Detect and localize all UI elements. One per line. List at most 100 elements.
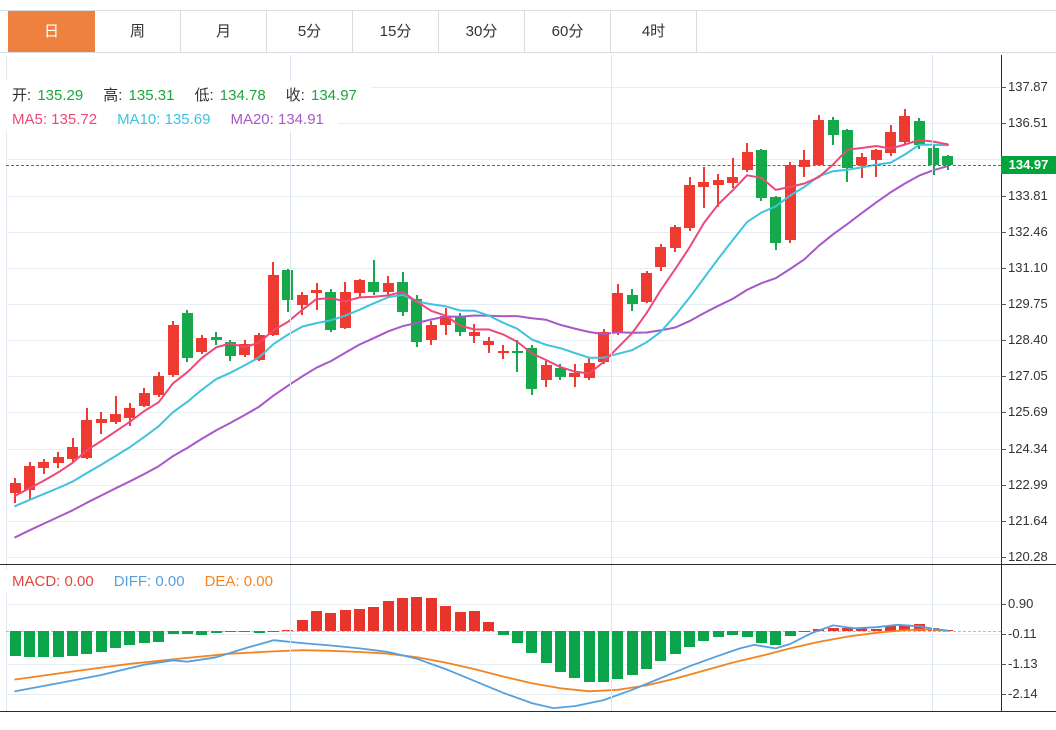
macd-bar-up bbox=[382, 601, 394, 631]
candle-up bbox=[153, 376, 165, 395]
axis-tick-label: 0.90 bbox=[1008, 596, 1034, 612]
candle-up bbox=[339, 291, 351, 329]
axis-tick bbox=[1001, 303, 1006, 305]
axis-tick bbox=[1001, 123, 1006, 125]
price-gridline bbox=[6, 231, 1001, 233]
candle-up bbox=[497, 350, 509, 353]
price-gridline bbox=[6, 303, 1001, 305]
candle-up bbox=[110, 413, 122, 423]
tab-day[interactable]: 日 bbox=[8, 11, 95, 52]
ma-legend: MA5: 135.72 MA10: 135.69 MA20: 134.91 bbox=[0, 108, 338, 131]
candle-wick bbox=[315, 283, 318, 310]
candle-up bbox=[296, 295, 308, 306]
macd-bar-up bbox=[311, 611, 323, 631]
candle-up bbox=[813, 119, 825, 166]
macd-bar-down bbox=[684, 630, 696, 647]
legend-item: MACD: 0.00 bbox=[12, 573, 94, 590]
price-gridline bbox=[6, 87, 1001, 89]
macd-bar-down bbox=[698, 630, 710, 642]
macd-bar-down bbox=[138, 630, 150, 644]
axis-tick-label: 131.10 bbox=[1008, 259, 1048, 275]
macd-bar-up bbox=[354, 608, 366, 631]
tab-60min[interactable]: 60分 bbox=[525, 11, 611, 52]
candle-up bbox=[138, 393, 150, 406]
candle-up bbox=[569, 373, 581, 377]
candle-up bbox=[540, 364, 552, 381]
last-price-dashed-line bbox=[6, 164, 1001, 166]
macd-bar-down bbox=[755, 630, 767, 644]
price-pane[interactable] bbox=[0, 55, 1001, 565]
tab-month[interactable]: 月 bbox=[181, 11, 267, 52]
price-gridline bbox=[6, 520, 1001, 522]
macd-bar-up bbox=[411, 596, 423, 631]
macd-pane[interactable] bbox=[0, 565, 1001, 712]
tab-30min[interactable]: 30分 bbox=[439, 11, 525, 52]
candle-up bbox=[24, 465, 36, 490]
candle-up bbox=[741, 151, 753, 171]
candle-wick bbox=[516, 340, 519, 373]
timeframe-tabbar: 日周月 5分 15分 30分 60分 4时 bbox=[0, 10, 1056, 53]
tab-4hour[interactable]: 4时 bbox=[611, 11, 697, 52]
price-gridline bbox=[6, 267, 1001, 269]
axis-tick-label: -0.11 bbox=[1008, 625, 1037, 641]
macd-bar-up bbox=[282, 629, 294, 631]
candle-wick bbox=[875, 149, 878, 178]
candle-up bbox=[38, 461, 50, 469]
macd-bar-up bbox=[325, 612, 337, 631]
macd-bar-up bbox=[440, 605, 452, 631]
macd-bar-down bbox=[67, 630, 79, 656]
candle-down bbox=[942, 155, 954, 165]
ma20-line bbox=[14, 165, 949, 539]
price-gridline bbox=[6, 412, 1001, 414]
price-gridline bbox=[6, 195, 1001, 197]
axis-tick bbox=[1001, 633, 1006, 635]
vertical-gridline bbox=[290, 55, 291, 712]
axis-tick-label: -2.14 bbox=[1008, 685, 1038, 701]
candle-wick bbox=[731, 158, 734, 188]
macd-bar-down bbox=[526, 630, 538, 653]
candle-up bbox=[870, 150, 882, 160]
axis-tick-label: 124.34 bbox=[1008, 440, 1048, 456]
axis-tick bbox=[1001, 195, 1006, 197]
macd-bar-down bbox=[598, 630, 610, 683]
candle-up bbox=[698, 182, 710, 187]
macd-bar-up bbox=[870, 628, 882, 631]
macd-bar-up bbox=[425, 597, 437, 631]
candle-down bbox=[827, 119, 839, 135]
tab-week[interactable]: 周 bbox=[95, 11, 181, 52]
candle-up bbox=[382, 283, 394, 292]
macd-bar-down bbox=[167, 630, 179, 635]
line-layer bbox=[14, 623, 949, 710]
macd-gridline bbox=[6, 693, 1001, 695]
candle-up bbox=[684, 185, 696, 229]
axis-tick bbox=[1001, 664, 1006, 666]
axis-tick-label: 132.46 bbox=[1008, 223, 1048, 239]
ohlc-legend: 开: 135.29 高: 135.31 低: 134.78 收: 134.97 bbox=[0, 81, 371, 108]
tab-5min[interactable]: 5分 bbox=[267, 11, 353, 52]
axis-tick bbox=[1001, 340, 1006, 342]
macd-bar-up bbox=[454, 612, 466, 631]
macd-bar-down bbox=[497, 630, 509, 636]
macd-bar-down bbox=[224, 630, 236, 633]
axis-tick-label: 127.05 bbox=[1008, 368, 1048, 384]
candle-up bbox=[124, 408, 136, 418]
macd-bar-up bbox=[841, 628, 853, 631]
candle-up bbox=[253, 334, 265, 361]
price-gridline bbox=[6, 123, 1001, 125]
chart-area bbox=[0, 55, 1001, 712]
candle-up bbox=[798, 159, 810, 167]
chart-bottom-border bbox=[0, 711, 1056, 712]
tab-15min[interactable]: 15分 bbox=[353, 11, 439, 52]
candle-up bbox=[483, 341, 495, 346]
axis-tick bbox=[1001, 693, 1006, 695]
candle-up bbox=[9, 482, 21, 493]
price-gridline bbox=[6, 340, 1001, 342]
macd-bar-down bbox=[110, 630, 122, 649]
macd-bar-down bbox=[210, 630, 222, 634]
candle-down bbox=[511, 350, 523, 354]
macd-bar-down bbox=[741, 630, 753, 637]
candle-down bbox=[325, 291, 337, 330]
candle-down bbox=[181, 313, 193, 358]
candle-up bbox=[354, 279, 366, 294]
candle-down bbox=[411, 298, 423, 343]
